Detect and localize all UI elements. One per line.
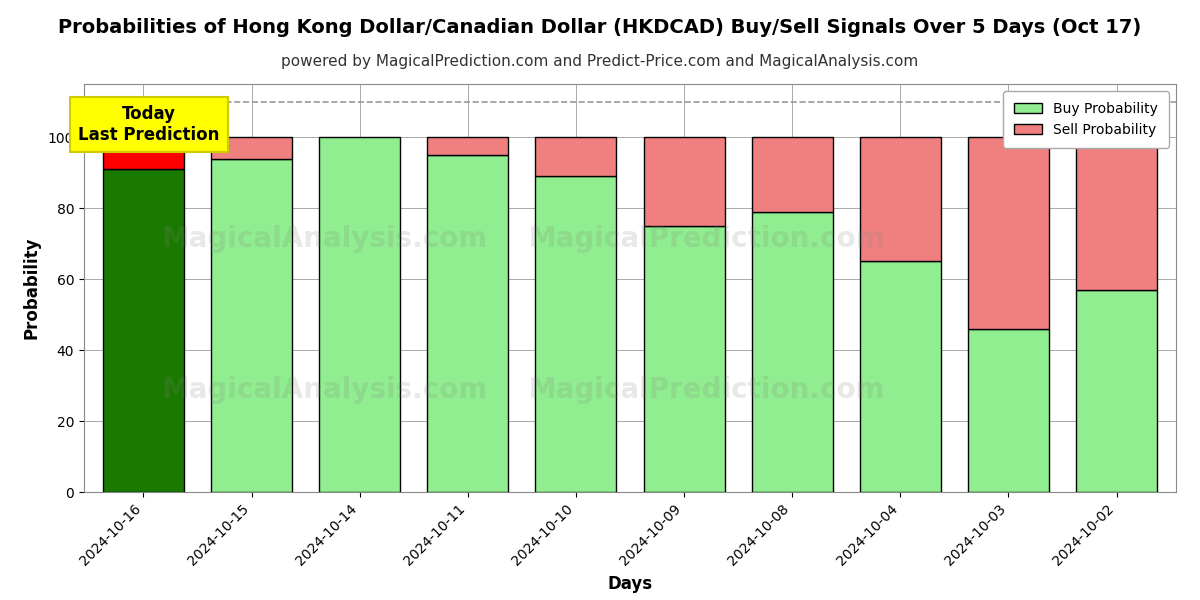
Bar: [643, 226, 725, 492]
Bar: [1076, 290, 1157, 492]
Text: Probabilities of Hong Kong Dollar/Canadian Dollar (HKDCAD) Buy/Sell Signals Over: Probabilities of Hong Kong Dollar/Canadi…: [59, 18, 1141, 37]
Y-axis label: Probability: Probability: [23, 237, 41, 339]
Bar: [535, 176, 617, 492]
Bar: [211, 137, 292, 158]
Bar: [103, 137, 184, 169]
Bar: [859, 137, 941, 262]
Text: powered by MagicalPrediction.com and Predict-Price.com and MagicalAnalysis.com: powered by MagicalPrediction.com and Pre…: [281, 54, 919, 69]
Text: MagicalPrediction.com: MagicalPrediction.com: [528, 225, 884, 253]
Text: MagicalAnalysis.com: MagicalAnalysis.com: [161, 225, 487, 253]
X-axis label: Days: Days: [607, 575, 653, 593]
Text: Today
Last Prediction: Today Last Prediction: [78, 105, 220, 144]
Text: MagicalPrediction.com: MagicalPrediction.com: [528, 376, 884, 404]
Bar: [751, 137, 833, 212]
Bar: [103, 169, 184, 492]
Bar: [859, 262, 941, 492]
Bar: [211, 158, 292, 492]
Bar: [968, 137, 1049, 329]
Bar: [427, 155, 509, 492]
Legend: Buy Probability, Sell Probability: Buy Probability, Sell Probability: [1003, 91, 1169, 148]
Bar: [319, 137, 401, 492]
Bar: [535, 137, 617, 176]
Bar: [751, 212, 833, 492]
Bar: [427, 137, 509, 155]
Bar: [1076, 137, 1157, 290]
Bar: [643, 137, 725, 226]
Text: MagicalAnalysis.com: MagicalAnalysis.com: [161, 376, 487, 404]
Bar: [968, 329, 1049, 492]
